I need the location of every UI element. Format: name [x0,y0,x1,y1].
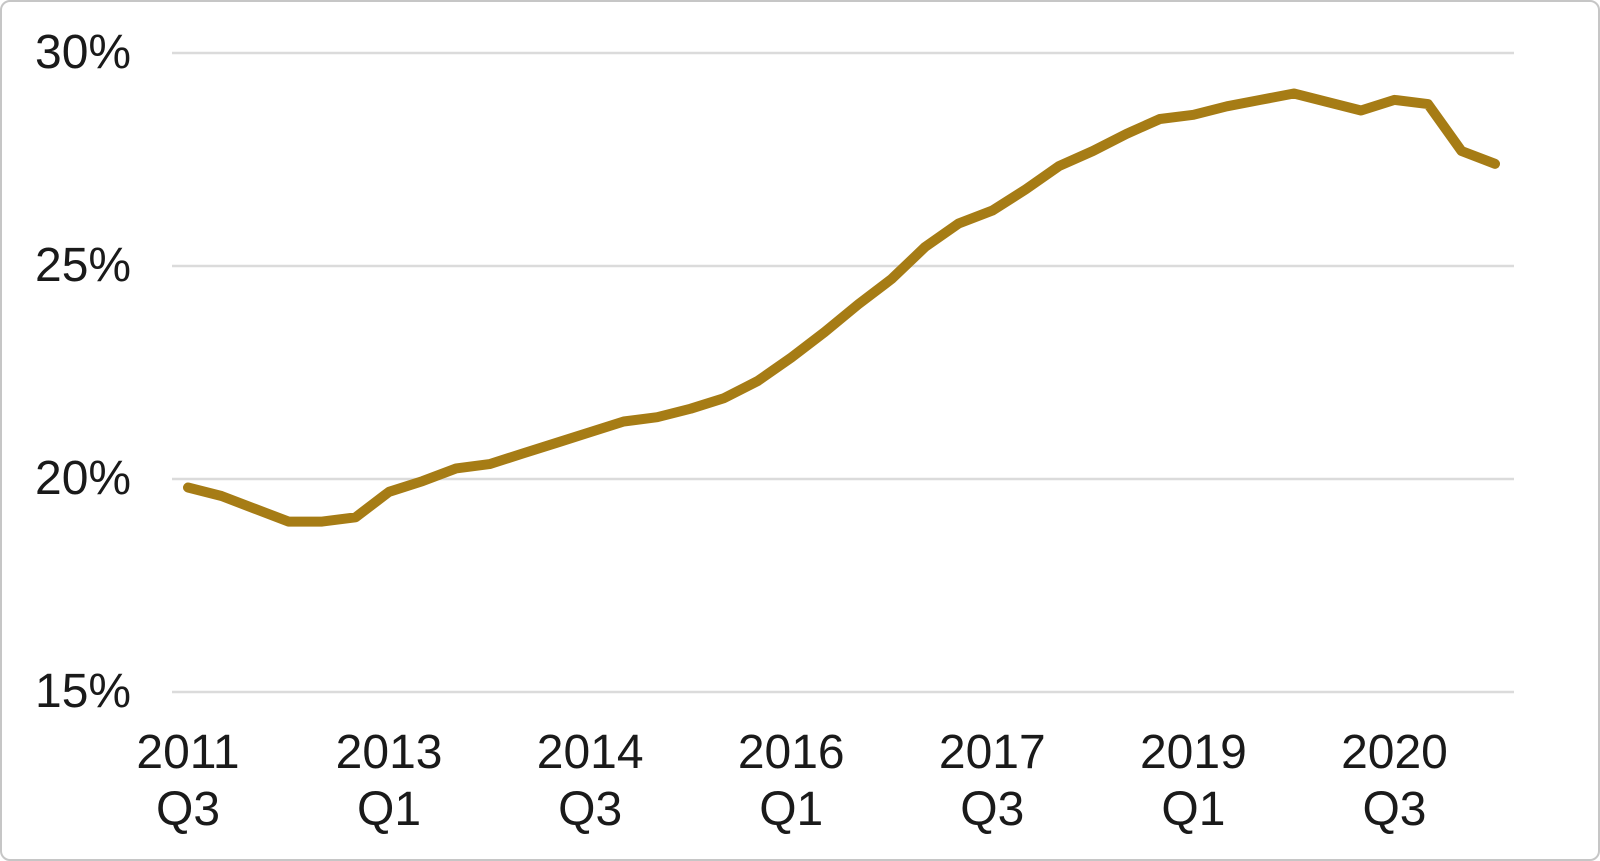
x-tick-quarter: Q3 [155,783,221,836]
x-tick-quarter: Q1 [759,783,824,836]
x-tick-year: 2014 [536,726,644,779]
y-axis-tick-label: 20% [35,452,132,505]
x-axis-tick-label: 2020 Q3 [1284,724,1504,838]
y-axis-tick-label: 15% [35,665,132,718]
x-axis-tick-label: 2013 Q1 [279,724,499,838]
x-tick-quarter: Q1 [1161,783,1226,836]
x-axis-tick-label: 2014 Q3 [480,724,700,838]
x-axis-tick-label: 2019 Q1 [1083,724,1303,838]
data-series-line [183,88,1500,527]
x-tick-year: 2016 [737,726,845,779]
x-axis-tick-label: 2017 Q3 [882,724,1102,838]
x-tick-year: 2019 [1139,726,1247,779]
y-axis-tick-label: 25% [35,239,132,292]
x-tick-quarter: Q3 [1362,783,1427,836]
x-tick-quarter: Q3 [960,783,1025,836]
x-axis-tick-label: 2011 Q3 [78,724,298,838]
x-tick-year: 2011 [136,726,240,779]
x-tick-year: 2013 [335,726,443,779]
x-tick-year: 2017 [938,726,1046,779]
x-tick-quarter: Q3 [558,783,623,836]
x-tick-quarter: Q1 [357,783,422,836]
x-axis-tick-label: 2016 Q1 [681,724,901,838]
x-tick-year: 2020 [1341,726,1448,779]
y-axis-tick-label: 30% [35,26,132,79]
